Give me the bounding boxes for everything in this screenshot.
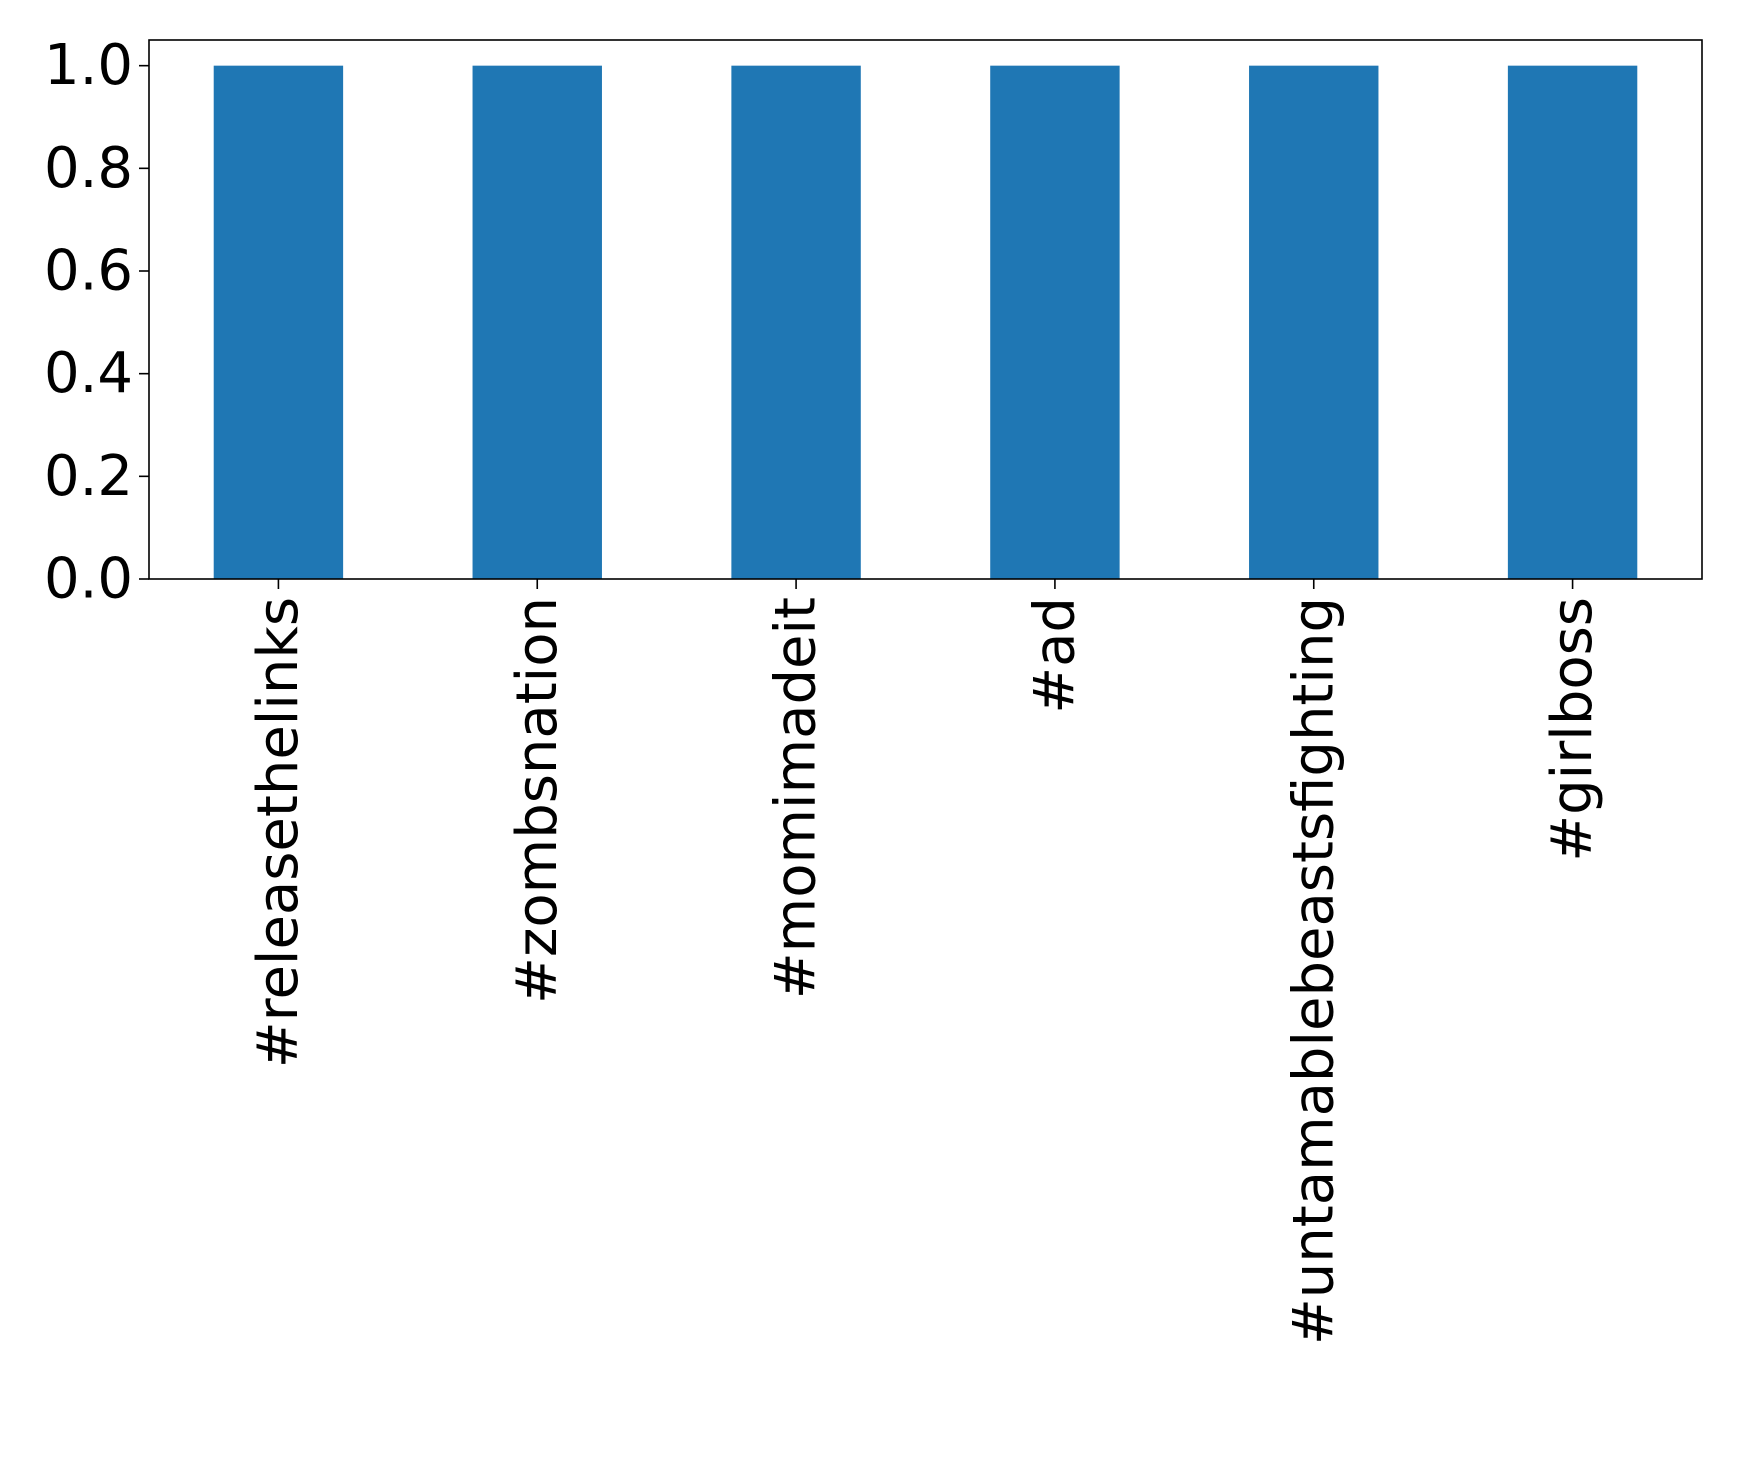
bar-untamablebeastsfighting [1249,65,1379,579]
x-tick-label: #releasethelinks [246,597,311,1068]
bars-layer [213,65,1638,579]
y-tick-label: 0.2 [44,444,133,509]
y-tick-label: 0.6 [44,239,133,304]
x-axis: #releasethelinks #zombsnation #momimadeit #… [246,579,1605,1345]
x-tick-label: #ad [1022,597,1087,714]
x-tick-label: #zombsnation [505,597,570,1004]
bar-zombsnation [472,65,602,579]
x-tick-label: #untamablebeastsfighting [1281,597,1346,1345]
bar-ad [990,65,1120,579]
y-tick-label: 0.0 [44,547,133,612]
plot-frame [148,39,1703,580]
x-tick-label: #girlboss [1540,597,1605,862]
x-tick-label: #momimadeit [764,597,829,999]
y-axis: 0.0 0.2 0.4 0.6 0.8 1.0 [44,33,149,612]
bar-momimadeit [731,65,861,579]
bar-girlboss [1507,65,1638,579]
y-tick-label: 0.8 [44,136,133,201]
y-tick-label: 0.4 [44,341,133,406]
y-tick-label: 1.0 [44,33,133,98]
bar-releasethelinks [213,65,344,579]
